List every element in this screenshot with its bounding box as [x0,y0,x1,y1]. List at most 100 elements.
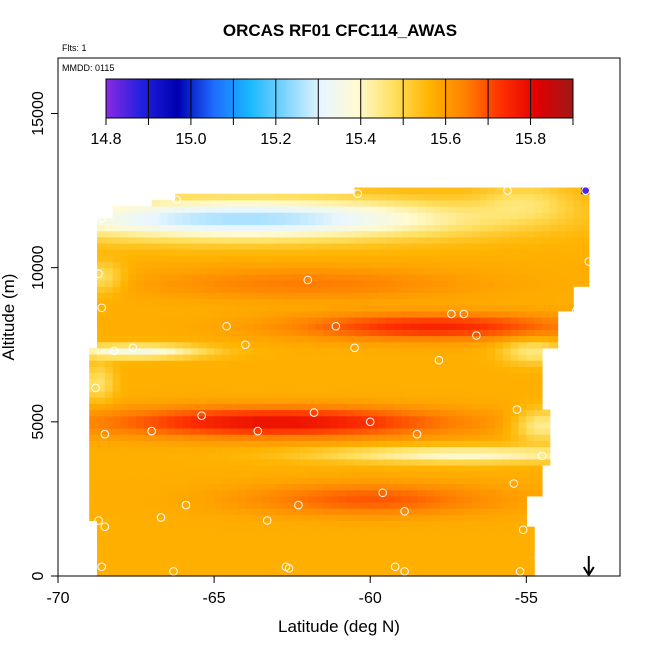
heatmap-cell [534,434,543,441]
heatmap-cell [440,261,449,269]
heatmap-cell [417,243,426,250]
heatmap-cell [136,341,145,349]
heatmap-cell [510,261,520,269]
heatmap-cell [151,329,161,337]
heatmap-cell [299,384,309,392]
heatmap-cell [167,267,176,275]
heatmap-cell [206,415,215,423]
heatmap-cell [221,502,231,509]
heatmap-cell [143,477,153,485]
heatmap-cell [159,465,168,472]
heatmap-cell [120,428,129,435]
heatmap-cell [424,526,434,534]
heatmap-cell [417,391,426,398]
heatmap-cell [89,471,98,478]
heatmap-cell [549,236,559,244]
heatmap-cell [393,495,403,503]
heatmap-cell [104,452,114,460]
heatmap-cell [292,557,301,565]
heatmap-cell [136,372,145,380]
down-arrow-icon [582,566,595,577]
heatmap-cell [206,193,215,201]
heatmap-cell [151,452,161,460]
heatmap-cell [463,366,473,374]
heatmap-cell [479,199,488,207]
heatmap-cell [253,539,262,546]
heatmap-cell [245,508,254,515]
heatmap-cell [128,539,137,546]
heatmap-cell [354,403,364,411]
heatmap-cell [97,458,106,466]
heatmap-cell [346,391,356,398]
heatmap-cell [354,304,364,312]
heatmap-cell [198,471,207,478]
heatmap-cell [557,255,566,263]
heatmap-cell [479,341,488,349]
heatmap-cell [331,557,340,565]
heatmap-cell [401,224,410,232]
heatmap-cell [268,520,278,528]
heatmap-cell [315,267,324,275]
heatmap-cell [214,397,223,404]
heatmap-cell [159,452,168,460]
heatmap-cell [190,428,200,435]
heatmap-cell [401,199,410,207]
heatmap-cell [237,298,246,306]
heatmap-cell [229,243,239,250]
heatmap-cell [362,317,371,324]
heatmap-cell [315,354,324,361]
heatmap-cell [502,236,512,244]
heatmap-cell [253,249,262,256]
heatmap-cell [315,452,324,460]
heatmap-cell [401,452,410,460]
heatmap-cell [401,193,410,201]
heatmap-cell [143,452,153,460]
heatmap-cell [502,551,512,559]
heatmap-cell [292,218,301,226]
heatmap-cell [495,335,504,343]
heatmap-cell [284,520,293,528]
heatmap-cell [487,360,496,367]
heatmap-cell [510,354,520,361]
heatmap-cell [315,495,324,503]
heatmap-cell [580,255,590,263]
heatmap-cell [495,520,504,528]
heatmap-cell [175,526,184,534]
heatmap-cell [307,347,317,355]
heatmap-cell [502,508,512,515]
heatmap-cell [440,193,449,201]
heatmap-cell [331,261,340,269]
heatmap-cell [323,526,332,534]
heatmap-cell [510,366,520,374]
heatmap-cell [534,218,543,226]
heatmap-cell [378,366,387,374]
heatmap-cell [448,403,457,411]
heatmap-cell [526,428,535,435]
heatmap-cell [370,317,379,324]
heatmap-cell [104,415,114,423]
heatmap-cell [557,193,566,201]
heatmap-cell [97,391,106,398]
heatmap-cell [339,520,348,528]
heatmap-cell [159,446,168,454]
heatmap-cell [456,212,465,219]
heatmap-cell [385,193,395,201]
heatmap-cell [307,415,317,423]
heatmap-cell [136,236,145,244]
heatmap-cell [370,236,379,244]
heatmap-cell [206,397,215,404]
heatmap-cell [526,477,535,485]
heatmap-cell [417,372,426,380]
heatmap-cell [495,347,504,355]
heatmap-cell [253,495,262,503]
heatmap-cell [245,409,254,417]
heatmap-cell [432,286,442,293]
heatmap-cell [463,415,473,423]
heatmap-cell [167,273,176,281]
heatmap-cell [448,502,457,509]
heatmap-cell [495,298,504,306]
heatmap-cell [432,249,442,256]
heatmap-cell [471,428,481,435]
heatmap-cell [487,458,496,466]
heatmap-cell [440,563,449,571]
